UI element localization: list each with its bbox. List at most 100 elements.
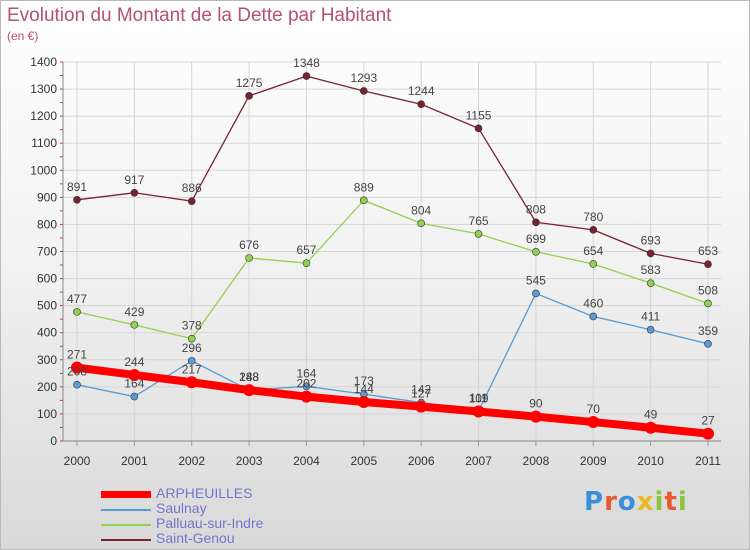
data-label: 477	[67, 292, 87, 306]
legend-label: Saulnay	[156, 500, 207, 516]
logo-letter: o	[617, 487, 637, 517]
data-label: 296	[182, 341, 202, 355]
data-point	[532, 289, 540, 298]
data-label: 693	[641, 233, 661, 247]
data-label: 173	[354, 374, 374, 388]
data-label: 780	[583, 210, 603, 224]
data-point	[589, 260, 598, 268]
legend-label: Saint-Genou	[156, 530, 235, 546]
data-label: 164	[296, 366, 316, 380]
data-point	[646, 325, 655, 334]
logo-letter: i	[677, 487, 688, 517]
x-tick-label: 2002	[178, 454, 205, 468]
data-label: 804	[411, 203, 431, 217]
data-point	[589, 226, 598, 234]
logo-letter: x	[636, 487, 655, 517]
data-point	[185, 376, 198, 389]
data-label: 27	[701, 414, 715, 428]
data-point	[587, 416, 600, 429]
data-point	[532, 218, 540, 227]
legend-swatch	[101, 491, 151, 498]
logo-letter: i	[654, 487, 665, 517]
y-tick-label: 800	[37, 217, 57, 231]
data-point	[704, 260, 712, 269]
data-label: 886	[182, 181, 202, 195]
data-label: 411	[641, 310, 660, 324]
chart-title: Evolution du Montant de la Dette par Hab…	[7, 5, 392, 26]
x-tick-label: 2004	[293, 454, 320, 468]
chart-unit-label: (en €)	[7, 29, 39, 43]
data-point	[417, 100, 425, 109]
data-label: 1275	[236, 76, 263, 90]
data-label: 127	[411, 387, 431, 401]
y-tick-label: 0	[50, 434, 57, 448]
y-tick-label: 500	[37, 299, 57, 313]
data-label: 891	[67, 180, 87, 194]
data-label: 1293	[350, 71, 377, 85]
data-label: 654	[583, 244, 603, 258]
y-tick-label: 300	[37, 353, 57, 367]
series-line	[76, 75, 709, 265]
data-label: 109	[469, 391, 489, 405]
data-point	[130, 321, 139, 329]
data-point	[302, 382, 311, 391]
data-point	[644, 421, 657, 434]
data-point	[360, 196, 368, 205]
data-label: 917	[124, 173, 144, 187]
x-tick-label: 2001	[121, 454, 148, 468]
logo-letter: t	[664, 487, 678, 517]
series-line	[76, 292, 709, 412]
legend-swatch	[101, 539, 151, 541]
data-point	[472, 405, 485, 418]
y-tick-label: 400	[37, 326, 57, 340]
logo-letter: P	[584, 487, 605, 517]
data-point	[128, 368, 141, 381]
data-point	[187, 197, 196, 205]
x-tick-label: 2003	[236, 454, 263, 468]
data-label: 202	[296, 377, 316, 391]
data-label: 49	[644, 408, 658, 422]
data-label: 208	[67, 365, 87, 379]
data-label: 70	[587, 402, 601, 416]
data-label: 144	[354, 382, 374, 396]
x-tick-label: 2000	[64, 454, 91, 468]
y-tick-label: 1300	[30, 82, 57, 96]
data-label: 188	[239, 370, 259, 384]
legend-label: ARPHEUILLES	[156, 485, 253, 501]
data-label: 583	[641, 263, 661, 277]
data-point	[245, 254, 253, 262]
data-label: 889	[354, 180, 374, 194]
data-label: 545	[526, 273, 546, 287]
y-tick-label: 900	[37, 190, 57, 204]
data-point	[474, 124, 483, 133]
data-label: 765	[469, 214, 489, 228]
data-point	[704, 299, 712, 308]
data-label: 460	[583, 296, 603, 310]
data-point	[589, 312, 598, 321]
data-point	[130, 392, 139, 401]
data-point	[243, 384, 256, 397]
data-label: 1155	[466, 108, 492, 122]
y-tick-label: 1100	[31, 136, 57, 150]
data-point	[415, 400, 428, 413]
data-point	[417, 219, 425, 228]
legend-swatch	[101, 509, 151, 511]
x-tick-label: 2007	[465, 454, 492, 468]
data-point	[357, 396, 370, 409]
data-label: 164	[124, 377, 144, 391]
data-point	[71, 361, 83, 374]
x-tick-label: 2006	[408, 454, 435, 468]
logo-letter: r	[604, 487, 618, 517]
x-tick-label: 2009	[580, 454, 607, 468]
y-tick-label: 1200	[30, 109, 57, 123]
data-point	[702, 427, 714, 440]
data-label: 111	[469, 391, 488, 405]
y-tick-label: 100	[37, 407, 57, 421]
data-point	[130, 188, 139, 197]
data-label: 808	[526, 202, 546, 216]
data-label: 653	[698, 244, 718, 258]
data-point	[474, 230, 483, 238]
data-label: 676	[239, 238, 259, 252]
data-point	[73, 195, 81, 204]
